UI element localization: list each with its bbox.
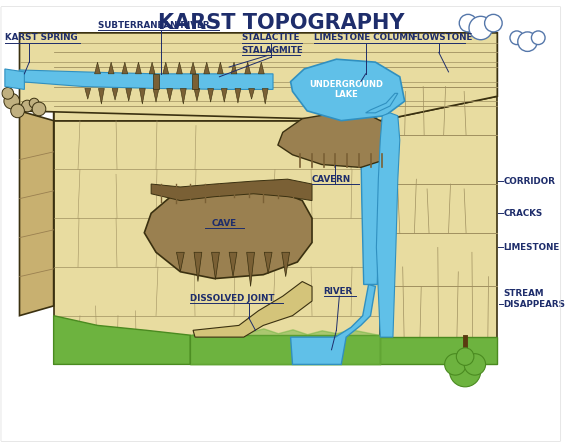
Circle shape <box>464 353 486 375</box>
Text: RIVER: RIVER <box>324 287 353 296</box>
Text: DISSOLVED JOINT: DISSOLVED JOINT <box>190 293 275 302</box>
Polygon shape <box>54 33 497 121</box>
Polygon shape <box>380 337 497 364</box>
Polygon shape <box>108 62 114 74</box>
Circle shape <box>4 93 20 109</box>
Polygon shape <box>235 88 241 99</box>
Polygon shape <box>176 252 184 286</box>
Polygon shape <box>278 113 395 168</box>
Text: STALACTITE: STALACTITE <box>242 33 300 42</box>
Polygon shape <box>139 88 145 99</box>
Text: CAVERN: CAVERN <box>312 175 351 184</box>
Polygon shape <box>221 88 227 102</box>
Polygon shape <box>231 62 237 74</box>
Polygon shape <box>20 33 497 121</box>
Circle shape <box>2 87 14 99</box>
Circle shape <box>456 348 474 366</box>
Polygon shape <box>145 184 312 279</box>
Polygon shape <box>85 88 90 102</box>
Polygon shape <box>20 111 54 316</box>
Polygon shape <box>245 62 251 74</box>
Polygon shape <box>112 88 118 103</box>
Polygon shape <box>262 88 268 101</box>
Text: LIMESTONE COLUMN: LIMESTONE COLUMN <box>314 33 415 42</box>
Polygon shape <box>259 62 264 74</box>
Polygon shape <box>249 88 255 100</box>
Circle shape <box>449 356 481 387</box>
Polygon shape <box>193 281 312 337</box>
Polygon shape <box>166 88 173 103</box>
Polygon shape <box>126 88 132 104</box>
Polygon shape <box>282 252 290 277</box>
Circle shape <box>469 16 492 40</box>
Polygon shape <box>54 33 380 121</box>
Text: STREAM
DISAPPEARS: STREAM DISAPPEARS <box>503 289 565 309</box>
Polygon shape <box>20 70 273 90</box>
Polygon shape <box>211 252 219 277</box>
Polygon shape <box>194 252 202 272</box>
Polygon shape <box>151 179 312 201</box>
Polygon shape <box>192 74 198 90</box>
Circle shape <box>29 98 39 108</box>
Polygon shape <box>190 62 196 74</box>
Polygon shape <box>94 62 100 74</box>
Polygon shape <box>163 62 169 74</box>
Polygon shape <box>380 33 497 364</box>
Polygon shape <box>218 62 223 74</box>
Polygon shape <box>122 62 128 74</box>
Polygon shape <box>5 69 24 90</box>
Circle shape <box>532 31 545 45</box>
Polygon shape <box>153 88 159 102</box>
Text: CAVE: CAVE <box>212 219 237 228</box>
Polygon shape <box>135 62 141 74</box>
Polygon shape <box>149 62 155 74</box>
Circle shape <box>445 353 466 375</box>
Circle shape <box>518 32 537 52</box>
Polygon shape <box>180 88 186 99</box>
Text: LIMESTONE: LIMESTONE <box>503 243 559 252</box>
Text: FLOWSTONE: FLOWSTONE <box>411 33 473 42</box>
Text: STALAGMITE: STALAGMITE <box>242 46 304 55</box>
Polygon shape <box>54 121 380 364</box>
Circle shape <box>459 14 477 32</box>
Polygon shape <box>190 335 380 364</box>
Polygon shape <box>264 252 272 286</box>
Text: CORRIDOR: CORRIDOR <box>503 177 555 185</box>
Polygon shape <box>54 316 190 364</box>
Polygon shape <box>290 59 405 121</box>
Polygon shape <box>194 88 200 104</box>
Circle shape <box>11 104 24 118</box>
Polygon shape <box>204 62 210 74</box>
Polygon shape <box>361 111 380 284</box>
Polygon shape <box>208 88 214 101</box>
Polygon shape <box>176 62 183 74</box>
Text: UNDERGROUND
LAKE: UNDERGROUND LAKE <box>309 80 383 99</box>
Polygon shape <box>229 252 237 286</box>
Polygon shape <box>290 284 376 364</box>
Circle shape <box>510 31 524 45</box>
Text: KARST SPRING: KARST SPRING <box>5 33 78 42</box>
Circle shape <box>32 102 46 116</box>
Text: CRACKS: CRACKS <box>503 209 543 218</box>
Circle shape <box>484 14 502 32</box>
Polygon shape <box>366 93 398 113</box>
Polygon shape <box>376 113 400 337</box>
Circle shape <box>21 100 33 112</box>
Polygon shape <box>153 74 159 90</box>
Text: KARST TOPOGRAPHY: KARST TOPOGRAPHY <box>158 13 404 33</box>
Polygon shape <box>98 88 104 101</box>
Polygon shape <box>247 252 255 281</box>
Text: SUBTERRANEAN RIVER: SUBTERRANEAN RIVER <box>97 21 209 30</box>
